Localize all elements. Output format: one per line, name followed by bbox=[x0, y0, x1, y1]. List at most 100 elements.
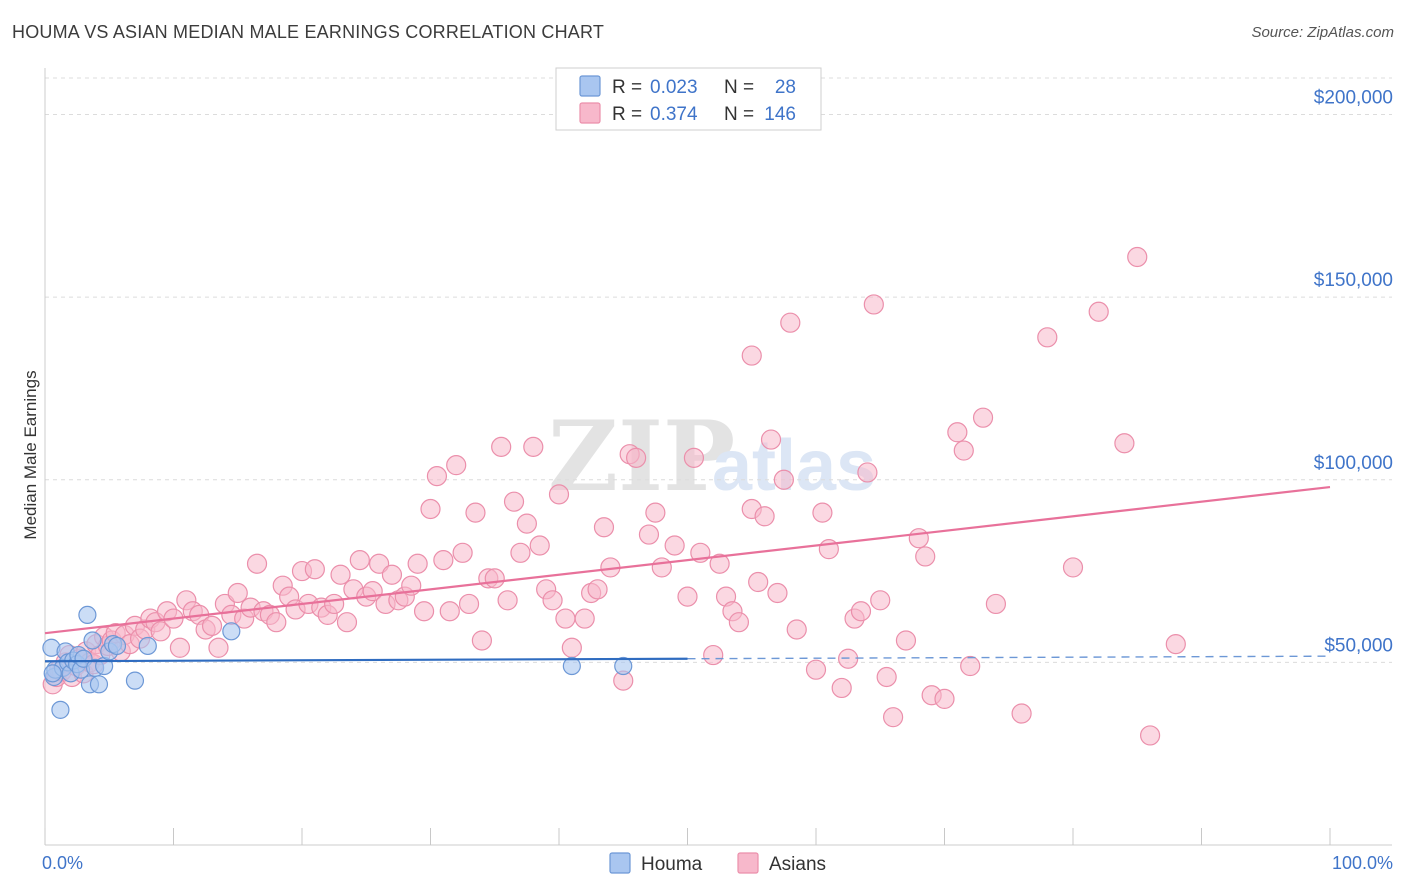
asian-point bbox=[831, 677, 852, 699]
x-tick-label-min: 0.0% bbox=[42, 853, 83, 873]
asian-point bbox=[677, 586, 698, 607]
asian-point bbox=[304, 559, 325, 580]
houma-point bbox=[125, 671, 145, 690]
asian-point bbox=[574, 608, 595, 629]
asian-point bbox=[664, 535, 685, 556]
asian-point bbox=[947, 422, 968, 443]
legend-swatch-asian bbox=[579, 102, 601, 124]
asian-point bbox=[484, 568, 505, 589]
houma-point bbox=[43, 664, 62, 683]
asian-point bbox=[542, 590, 563, 611]
asian-point bbox=[863, 294, 884, 315]
x-tick-labels: 0.0% 100.0% bbox=[42, 853, 1393, 873]
bottom-legend-swatch-asian bbox=[737, 852, 759, 874]
asian-point bbox=[510, 542, 531, 563]
y-axis-label: Median Male Earnings bbox=[21, 370, 40, 539]
asian-trend-line bbox=[44, 485, 1331, 635]
asian-point bbox=[870, 590, 891, 611]
asian-point bbox=[645, 502, 666, 523]
houma-point bbox=[562, 656, 581, 676]
y-tick-label: $50,000 bbox=[1324, 635, 1393, 656]
y-tick-label: $100,000 bbox=[1314, 453, 1393, 474]
asian-point bbox=[266, 612, 287, 633]
asian-point bbox=[1114, 433, 1135, 454]
asian-point bbox=[767, 582, 788, 604]
asian-point bbox=[446, 455, 467, 476]
legend-r-value-houma: 0.023 bbox=[650, 77, 698, 98]
asian-point bbox=[908, 528, 929, 549]
asian-point bbox=[754, 506, 775, 527]
asian-point bbox=[516, 513, 537, 534]
legend-r-label-asian: R = bbox=[612, 104, 642, 125]
asian-point bbox=[683, 447, 705, 468]
asian-point bbox=[439, 601, 460, 622]
stats-legend: R = 0.023 N = 28 R = 0.374 N = 146 bbox=[555, 67, 822, 131]
asian-point bbox=[413, 601, 435, 622]
asian-point bbox=[555, 608, 576, 629]
asian-point bbox=[324, 593, 345, 615]
asian-point bbox=[452, 542, 473, 563]
asian-point bbox=[895, 630, 917, 651]
asian-point bbox=[1127, 246, 1148, 268]
legend-n-value-asian: 146 bbox=[764, 104, 796, 125]
series-legend: Houma Asians bbox=[609, 852, 826, 875]
asian-point bbox=[760, 429, 782, 450]
asian-point bbox=[728, 612, 750, 633]
asian-points bbox=[42, 246, 1186, 746]
asian-point bbox=[638, 524, 660, 545]
asian-point bbox=[953, 440, 974, 461]
bottom-legend-asian: Asians bbox=[769, 854, 826, 875]
asian-point bbox=[587, 579, 608, 600]
asian-point bbox=[497, 590, 518, 611]
asian-point bbox=[709, 553, 730, 574]
asian-point bbox=[1062, 557, 1084, 578]
bottom-legend-houma: Houma bbox=[641, 854, 703, 875]
source-label: Source: ZipAtlas.com bbox=[1251, 24, 1394, 41]
houma-trend-extension bbox=[687, 655, 1331, 660]
asian-point bbox=[420, 498, 441, 520]
legend-n-label-asian: N = bbox=[724, 104, 754, 125]
y-tick-labels: $50,000 $100,000 $150,000 $200,000 bbox=[1314, 88, 1393, 657]
houma-trend-line bbox=[44, 657, 688, 663]
asian-point bbox=[426, 466, 448, 487]
houma-point bbox=[138, 636, 157, 656]
asian-point bbox=[201, 615, 223, 636]
asian-point bbox=[330, 564, 351, 585]
asian-point bbox=[773, 469, 794, 490]
asian-point bbox=[548, 484, 570, 505]
asian-point bbox=[458, 593, 480, 615]
x-tick-label-max: 100.0% bbox=[1332, 853, 1393, 873]
asian-point bbox=[882, 707, 904, 728]
houma-point bbox=[83, 631, 102, 650]
asian-point bbox=[503, 491, 525, 512]
asian-point bbox=[960, 655, 981, 677]
houma-point bbox=[51, 700, 70, 719]
legend-n-label-houma: N = bbox=[724, 77, 754, 98]
asian-point bbox=[812, 502, 833, 523]
legend-n-value-houma: 28 bbox=[775, 77, 796, 98]
asian-point bbox=[651, 557, 672, 578]
asian-point bbox=[876, 666, 897, 688]
asian-point bbox=[850, 601, 872, 622]
houma-point bbox=[78, 605, 97, 625]
asian-point bbox=[780, 312, 801, 333]
legend-swatch-houma bbox=[579, 75, 601, 97]
asian-point bbox=[208, 637, 229, 658]
asian-point bbox=[349, 550, 370, 571]
asian-point bbox=[703, 644, 724, 666]
asian-point bbox=[805, 659, 827, 680]
legend-r-value-asian: 0.374 bbox=[650, 104, 698, 125]
houma-point bbox=[107, 636, 127, 656]
bottom-legend-swatch-houma bbox=[609, 852, 631, 874]
asian-point bbox=[381, 564, 403, 585]
asian-point bbox=[1165, 634, 1186, 655]
asian-point bbox=[625, 447, 647, 468]
asian-point bbox=[934, 688, 955, 710]
asian-point bbox=[150, 621, 171, 642]
asian-point bbox=[491, 436, 512, 457]
chart-title: HOUMA VS ASIAN MEDIAN MALE EARNINGS CORR… bbox=[12, 22, 605, 42]
asian-point bbox=[433, 550, 454, 571]
gridlines bbox=[45, 77, 1392, 663]
asian-point bbox=[227, 582, 248, 604]
